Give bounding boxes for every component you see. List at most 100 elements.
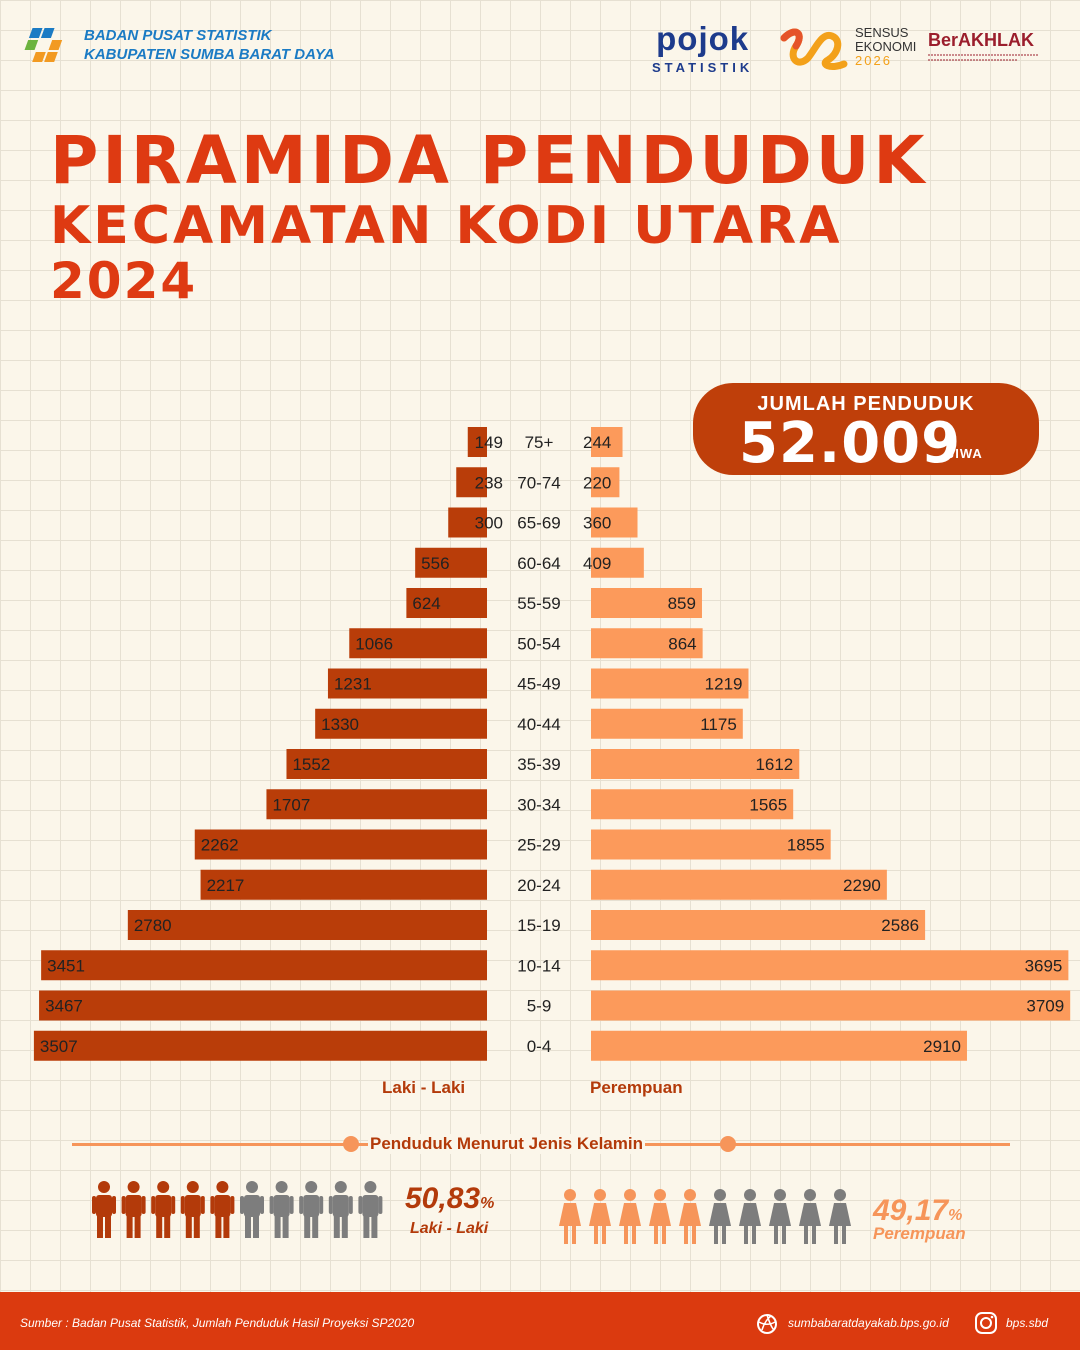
bar-male-25-29 (194, 829, 487, 860)
value-male-35-39: 1552 (292, 755, 330, 774)
age-label-75+: 75+ (525, 433, 554, 452)
bar-male-35-39 (286, 749, 487, 779)
age-label-45-49: 45-49 (517, 675, 560, 694)
value-male-30-34: 1707 (272, 795, 310, 814)
male-person-icon-2 (121, 1181, 146, 1238)
value-male-5-9: 3467 (45, 997, 83, 1016)
value-male-40-44: 1330 (321, 715, 359, 734)
bar-female-20-24 (591, 869, 887, 900)
male-person-icon-7 (269, 1181, 294, 1238)
female-percentage: 49,17% (873, 1194, 962, 1228)
value-male-70-74: 238 (475, 473, 503, 492)
bar-female-25-29 (591, 829, 831, 860)
gender-section-title: Penduduk Menurut Jenis Kelamin (368, 1134, 645, 1154)
male-person-icon-5 (210, 1181, 235, 1238)
age-label-30-34: 30-34 (517, 795, 560, 814)
bar-female-30-34 (591, 789, 794, 820)
pojok-logo-subtext: STATISTIK (652, 60, 754, 75)
value-female-20-24: 2290 (843, 876, 881, 895)
bar-female-75+ (591, 427, 623, 457)
female-percentage-value: 49,17 (873, 1194, 949, 1227)
bar-female-50-54 (591, 628, 703, 659)
berakhlak-tagline-graphic (928, 54, 1038, 61)
bar-male-5-9 (39, 990, 487, 1021)
bar-male-40-44 (315, 708, 487, 739)
male-person-icon-9 (328, 1181, 353, 1238)
male-people-icons (92, 1181, 383, 1238)
bar-male-60-64 (415, 547, 487, 578)
value-female-10-14: 3695 (1025, 956, 1063, 975)
divider-dot-left (343, 1136, 359, 1152)
age-label-50-54: 50-54 (517, 634, 560, 653)
value-male-65-69: 300 (475, 514, 503, 533)
bps-logo (24, 28, 63, 62)
bar-male-15-19 (127, 910, 487, 940)
value-male-10-14: 3451 (47, 956, 85, 975)
male-person-icon-3 (151, 1181, 176, 1238)
pojok-statistik-logo: pojok STATISTIK (652, 20, 754, 76)
bar-male-75+ (467, 427, 487, 457)
female-person-icon-9 (799, 1189, 821, 1244)
male-percentage: 50,83% (405, 1182, 494, 1216)
bar-male-20-24 (200, 869, 487, 900)
male-percentage-value: 50,83 (405, 1182, 481, 1215)
age-label-5-9: 5-9 (527, 997, 552, 1016)
value-female-55-59: 859 (668, 594, 696, 613)
female-percentage-sign: % (948, 1207, 963, 1224)
age-label-40-44: 40-44 (517, 715, 560, 734)
org-name-line2: KABUPATEN SUMBA BARAT DAYA (84, 46, 335, 63)
value-male-25-29: 2262 (201, 836, 239, 855)
value-female-70-74: 220 (583, 473, 611, 492)
male-person-icon-10 (358, 1181, 383, 1238)
bar-female-0-4 (591, 1030, 967, 1061)
bar-male-10-14 (41, 950, 487, 981)
male-percentage-sign: % (480, 1195, 495, 1212)
population-pyramid-chart: 75+ 149 244 70-74 238 220 65-69 300 360 60-64 556 4… (33, 427, 1071, 1061)
value-female-45-49: 1219 (705, 675, 743, 694)
bar-male-70-74 (456, 467, 487, 498)
female-person-icon-3 (619, 1189, 641, 1244)
bar-female-60-64 (591, 547, 644, 578)
title-line1: PIRAMIDA PENDUDUK (50, 122, 929, 199)
male-person-icon-6 (240, 1181, 264, 1238)
value-male-45-49: 1231 (334, 675, 372, 694)
instagram-handle[interactable]: bps.sbd (1006, 1316, 1049, 1330)
website-link[interactable]: sumbabaratdayakab.bps.go.id (788, 1316, 949, 1330)
age-label-60-64: 60-64 (517, 554, 560, 573)
age-label-0-4: 0-4 (527, 1037, 552, 1056)
bar-male-55-59 (406, 588, 487, 618)
value-female-25-29: 1855 (787, 836, 825, 855)
male-person-icon-4 (180, 1181, 205, 1238)
value-female-40-44: 1175 (700, 715, 737, 734)
value-female-50-54: 864 (668, 634, 696, 653)
bar-male-30-34 (266, 789, 487, 820)
value-female-15-19: 2586 (881, 916, 919, 935)
source-note: Sumber : Badan Pusat Statistik, Jumlah P… (20, 1316, 415, 1330)
bar-female-45-49 (591, 668, 749, 699)
value-male-15-19: 2780 (134, 916, 172, 935)
value-female-75+: 244 (583, 433, 611, 452)
female-person-icon-7 (739, 1189, 761, 1244)
bar-female-65-69 (591, 507, 638, 538)
bar-female-15-19 (591, 910, 926, 940)
divider-dot-right (720, 1136, 736, 1152)
legend-male: Laki - Laki (382, 1078, 466, 1097)
title-year: 2024 (50, 252, 198, 310)
male-person-icon-8 (299, 1181, 324, 1238)
instagram-icon (975, 1312, 997, 1334)
age-label-65-69: 65-69 (517, 514, 560, 533)
pojok-logo-text: pojok (656, 20, 750, 57)
sensus-year: 2026 (855, 53, 892, 68)
sensus-line1: SENSUS (855, 25, 909, 40)
value-male-55-59: 624 (412, 594, 440, 613)
org-name: BADAN PUSAT STATISTIK KABUPATEN SUMBA BA… (84, 26, 335, 64)
value-female-0-4: 2910 (923, 1037, 961, 1056)
globe-icon (757, 1314, 777, 1334)
sensus-ekonomi-text: SENSUS EKONOMI 2026 (855, 26, 916, 68)
value-male-75+: 149 (475, 433, 503, 452)
total-population-label: JUMLAH PENDUDUK (757, 393, 975, 415)
bar-female-10-14 (591, 950, 1069, 981)
total-population-value: 52.009 (739, 411, 962, 476)
bar-male-45-49 (327, 668, 487, 699)
value-male-0-4: 3507 (40, 1037, 78, 1056)
